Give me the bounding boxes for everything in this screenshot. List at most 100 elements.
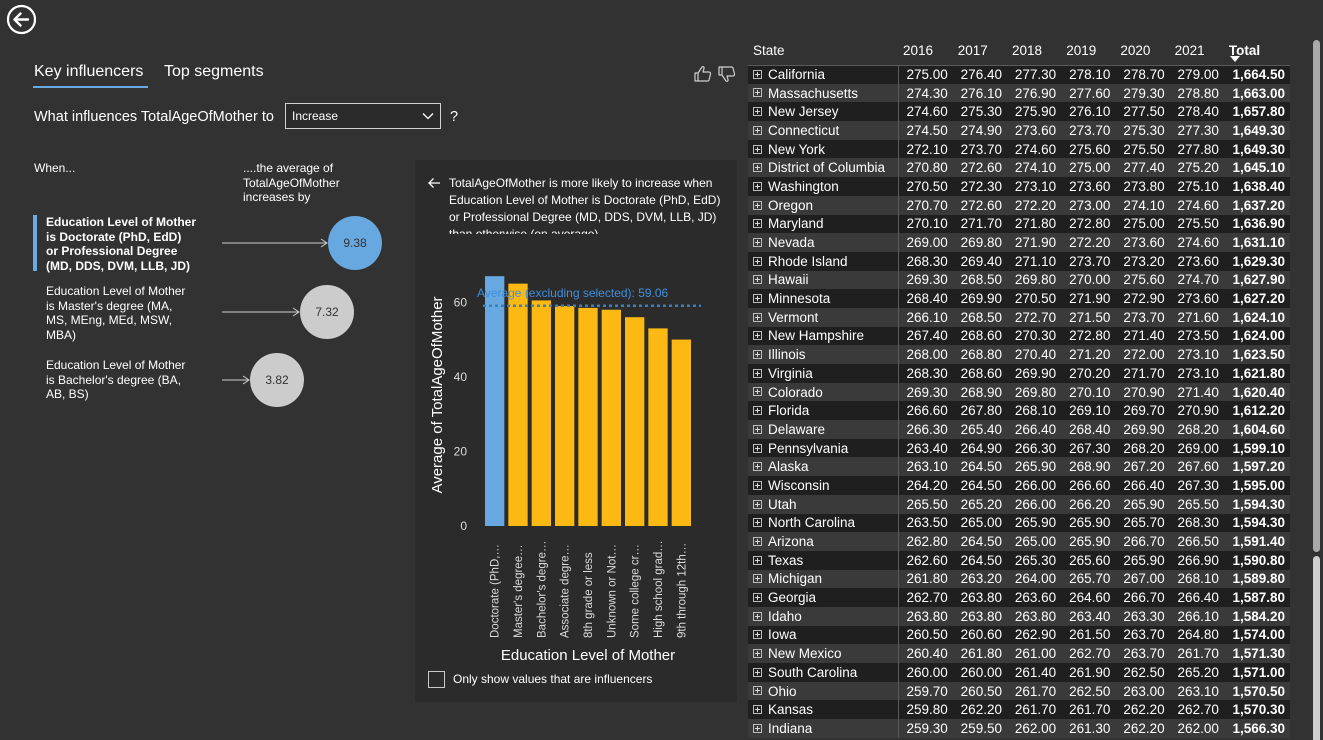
- expand-plus-icon[interactable]: [753, 163, 762, 173]
- expand-plus-icon[interactable]: [753, 387, 762, 397]
- table-row[interactable]: Oregon 270.70 272.60 272.20 273.00 274.10 274.…: [748, 195, 1290, 215]
- scrollbar-track[interactable]: [1313, 556, 1320, 740]
- table-row[interactable]: California 275.00 276.40 277.30 278.10 278.70…: [748, 65, 1290, 84]
- table-row[interactable]: Nevada 269.00 269.80 271.90 272.20 273.60 274.…: [748, 233, 1290, 252]
- table-row[interactable]: Rhode Island 268.30 269.40 271.10 273.70 273.…: [748, 251, 1290, 271]
- column-header-2020[interactable]: 2020: [1120, 43, 1151, 58]
- chart-bar[interactable]: [485, 276, 505, 526]
- expand-plus-icon[interactable]: [753, 312, 762, 322]
- table-row[interactable]: Florida 266.60 267.80 268.10 269.10 269.70 270…: [748, 401, 1290, 421]
- table-row[interactable]: Illinois 268.00 268.80 270.40 271.20 272.00 27…: [748, 345, 1290, 364]
- column-header-2021[interactable]: 2021: [1174, 43, 1205, 58]
- expand-plus-icon[interactable]: [753, 368, 762, 378]
- chart-bar[interactable]: [578, 307, 598, 526]
- column-header-2019[interactable]: 2019: [1066, 43, 1097, 58]
- expand-plus-icon[interactable]: [753, 237, 762, 247]
- table-row[interactable]: Alaska 263.10 264.50 265.90 268.90 267.20 267.…: [748, 457, 1290, 477]
- table-row[interactable]: Utah 265.50 265.20 266.00 266.20 265.90 265.50…: [748, 494, 1290, 514]
- table-row[interactable]: Iowa 260.50 260.60 262.90 261.50 263.70 264.80…: [748, 625, 1290, 645]
- table-row[interactable]: New Hampshire 267.40 268.60 270.30 272.80 271…: [748, 326, 1290, 346]
- table-row[interactable]: Washington 270.50 272.30 273.10 273.60 273.80…: [748, 177, 1290, 196]
- influencer-value-bubble[interactable]: 9.38: [328, 216, 382, 270]
- expand-plus-icon[interactable]: [753, 555, 762, 565]
- expand-plus-icon[interactable]: [753, 723, 762, 733]
- expand-plus-icon[interactable]: [753, 574, 762, 584]
- table-row[interactable]: Idaho 263.80 263.80 263.80 263.40 263.30 266.1…: [748, 606, 1290, 626]
- expand-plus-icon[interactable]: [753, 406, 762, 416]
- expand-plus-icon[interactable]: [753, 462, 762, 472]
- expand-plus-icon[interactable]: [753, 499, 762, 509]
- chart-bar[interactable]: [531, 300, 551, 526]
- influencer-item-doctorate[interactable]: Education Level of Mother is Doctorate (…: [46, 215, 196, 273]
- table-row[interactable]: Ohio 259.70 260.50 261.70 262.50 263.00 263.10…: [748, 681, 1290, 701]
- table-row[interactable]: South Carolina 260.00 260.00 261.40 261.90 26…: [748, 663, 1290, 682]
- expand-plus-icon[interactable]: [753, 275, 762, 285]
- tab-top-segments[interactable]: Top segments: [164, 63, 264, 80]
- expand-plus-icon[interactable]: [753, 611, 762, 621]
- influencer-item-masters[interactable]: Education Level of Mother is Master's de…: [46, 284, 185, 342]
- expand-plus-icon[interactable]: [753, 536, 762, 546]
- expand-plus-icon[interactable]: [753, 667, 762, 677]
- table-row[interactable]: New York 272.10 273.70 274.60 275.60 275.50 27…: [748, 139, 1290, 159]
- chart-bar[interactable]: [648, 328, 668, 526]
- table-row[interactable]: Hawaii 269.30 268.50 269.80 270.00 275.60 274.…: [748, 270, 1290, 290]
- direction-dropdown[interactable]: Increase: [285, 103, 441, 129]
- expand-plus-icon[interactable]: [753, 350, 762, 360]
- expand-plus-icon[interactable]: [753, 125, 762, 135]
- table-scrollbar[interactable]: [1310, 36, 1323, 740]
- table-row[interactable]: Colorado 269.30 268.90 269.80 270.10 270.90 27…: [748, 382, 1290, 402]
- table-row[interactable]: Wisconsin 264.20 264.50 266.00 266.60 266.40 2…: [748, 476, 1290, 495]
- thumbs-down-icon[interactable]: [717, 64, 737, 84]
- table-row[interactable]: Texas 262.60 264.50 265.30 265.60 265.90 266.9…: [748, 550, 1290, 570]
- expand-plus-icon[interactable]: [753, 88, 762, 98]
- expand-plus-icon[interactable]: [753, 69, 762, 79]
- influencer-item-bachelors[interactable]: Education Level of Mother is Bachelor's …: [46, 358, 185, 402]
- scrollbar-thumb[interactable]: [1313, 40, 1320, 552]
- column-header-total[interactable]: Total: [1224, 36, 1290, 65]
- influencer-value-bubble[interactable]: 3.82: [250, 353, 304, 407]
- influencer-value-bubble[interactable]: 7.32: [300, 285, 354, 339]
- expand-plus-icon[interactable]: [753, 593, 762, 603]
- expand-plus-icon[interactable]: [753, 705, 762, 715]
- influencers-only-checkbox[interactable]: [428, 671, 445, 688]
- column-header-2017[interactable]: 2017: [957, 43, 988, 58]
- chart-bar[interactable]: [601, 309, 621, 526]
- back-arrow-icon[interactable]: [426, 175, 442, 191]
- expand-plus-icon[interactable]: [753, 480, 762, 490]
- chart-bar[interactable]: [508, 283, 528, 526]
- expand-plus-icon[interactable]: [753, 181, 762, 191]
- chart-bar[interactable]: [625, 317, 645, 526]
- expand-plus-icon[interactable]: [753, 630, 762, 640]
- table-row[interactable]: Virginia 268.30 268.60 269.90 270.20 271.70 27…: [748, 364, 1290, 383]
- table-row[interactable]: District of Columbia 270.80 272.60 274.10 27…: [748, 158, 1290, 178]
- expand-plus-icon[interactable]: [753, 424, 762, 434]
- expand-plus-icon[interactable]: [753, 686, 762, 696]
- table-row[interactable]: Indiana 259.30 259.50 262.00 261.30 262.20 262…: [748, 719, 1290, 738]
- expand-plus-icon[interactable]: [753, 294, 762, 304]
- chart-bar[interactable]: [555, 306, 575, 526]
- table-row[interactable]: Georgia 262.70 263.80 263.60 264.60 266.70 266…: [748, 588, 1290, 607]
- table-row[interactable]: Minnesota 268.40 269.90 270.50 271.90 272.90 2…: [748, 289, 1290, 308]
- table-row[interactable]: Maryland 270.10 271.70 271.80 272.80 275.00 27…: [748, 214, 1290, 234]
- expand-plus-icon[interactable]: [753, 331, 762, 341]
- expand-plus-icon[interactable]: [753, 518, 762, 528]
- table-row[interactable]: Kansas 259.80 262.20 261.70 261.70 262.20 262.…: [748, 700, 1290, 720]
- expand-plus-icon[interactable]: [753, 200, 762, 210]
- column-header-2018[interactable]: 2018: [1011, 43, 1043, 58]
- table-row[interactable]: Vermont 266.10 268.50 272.70 271.50 273.70 271…: [748, 307, 1290, 327]
- column-header-2016[interactable]: 2016: [903, 43, 934, 58]
- table-row[interactable]: New Jersey 274.60 275.30 275.90 276.10 277.50…: [748, 102, 1290, 122]
- thumbs-up-icon[interactable]: [693, 64, 713, 84]
- table-row[interactable]: Pennsylvania 263.40 264.90 266.30 267.30 268.…: [748, 438, 1290, 458]
- table-row[interactable]: New Mexico 260.40 261.80 261.00 262.70 263.70…: [748, 644, 1290, 663]
- back-arrow-icon[interactable]: [6, 4, 37, 35]
- expand-plus-icon[interactable]: [753, 443, 762, 453]
- expand-plus-icon[interactable]: [753, 144, 762, 154]
- table-row[interactable]: Arizona 262.80 264.50 265.00 265.90 266.70 266…: [748, 532, 1290, 551]
- table-row[interactable]: North Carolina 263.50 265.00 265.90 265.90 26…: [748, 513, 1290, 533]
- table-row[interactable]: Massachusetts 274.30 276.10 276.90 277.60 279…: [748, 83, 1290, 103]
- chart-bar[interactable]: [671, 339, 691, 526]
- column-header-state[interactable]: State: [753, 43, 785, 58]
- expand-plus-icon[interactable]: [753, 219, 762, 229]
- table-row[interactable]: Michigan 261.80 263.20 264.00 265.70 267.00 26…: [748, 569, 1290, 589]
